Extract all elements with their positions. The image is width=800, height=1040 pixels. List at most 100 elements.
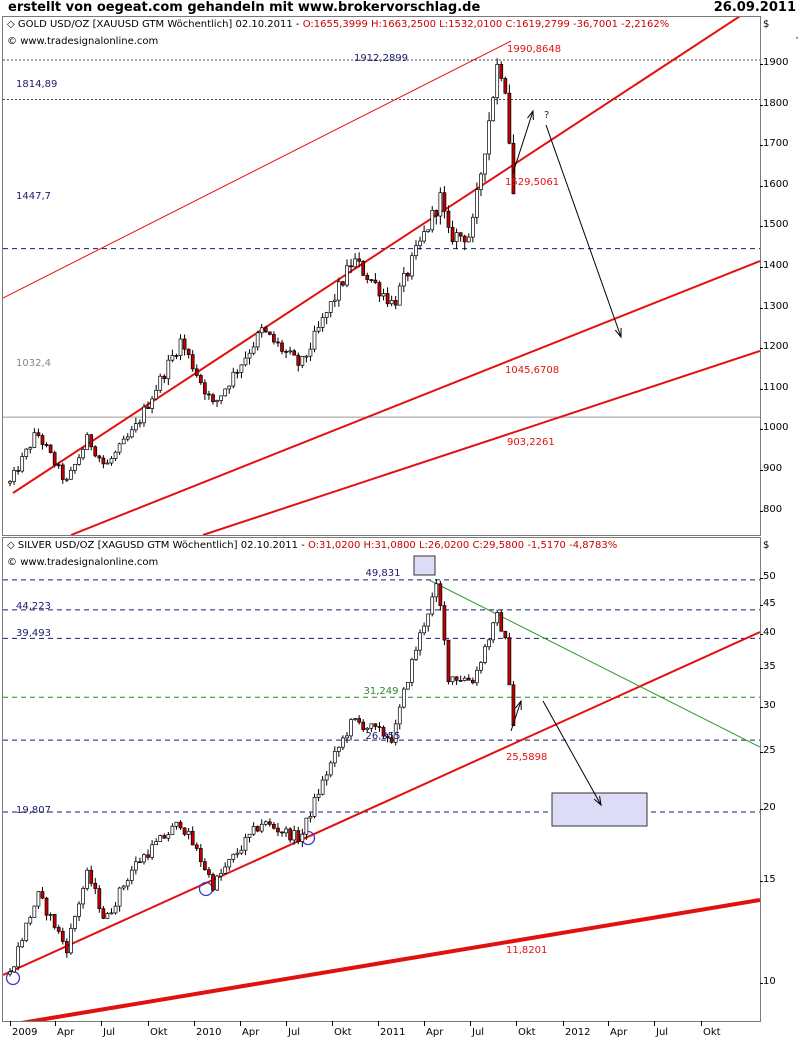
label-1045: 1045,6708	[505, 365, 559, 376]
candle-body	[158, 375, 163, 391]
candle-body	[113, 905, 118, 914]
long-term-trendline	[20, 898, 760, 1021]
candle-body	[385, 735, 390, 738]
candle-body	[353, 718, 357, 720]
candle-body	[97, 888, 102, 909]
question-mark: ?	[544, 110, 549, 121]
price-axis-tick-label: 45	[763, 597, 776, 609]
candle-body	[186, 830, 191, 835]
candle-body	[255, 332, 260, 348]
candle-body	[235, 852, 240, 855]
upper-channel-line	[3, 40, 512, 299]
candle-body	[365, 275, 370, 280]
candle-body	[142, 406, 146, 424]
price-axis-tick-label: 800	[763, 503, 783, 515]
candle-body	[475, 669, 479, 684]
candle-body	[259, 327, 264, 334]
silver-chart-canvas[interactable]: 49,831 44,223 39,493 31,249 26,355 25,5898 19,…	[3, 538, 760, 1021]
chart-header-date: 26.09.2011	[713, 0, 796, 15]
candle-body	[190, 354, 195, 370]
gold-price-axis: $ ʰ 1900 1800 1700 1600 1500 1400 1300 1200 1100…	[760, 16, 800, 534]
price-axis-tick-label: 1300	[763, 300, 789, 312]
candle-body	[373, 723, 378, 727]
candle-body	[125, 880, 130, 887]
candle-body	[377, 726, 382, 728]
candle-body	[101, 457, 106, 465]
candle-body	[93, 446, 98, 457]
price-axis-tick	[760, 104, 763, 106]
candle-body	[361, 260, 366, 276]
candle-body	[154, 841, 159, 846]
time-axis-label: Apr	[242, 1027, 260, 1038]
candle-body	[227, 385, 232, 390]
time-axis-label: 2009	[12, 1027, 38, 1038]
candle-body	[503, 78, 508, 94]
gold-chart-panel[interactable]: 1912,2899 1990,8648 1814,89 1447,7 1032,4 152…	[2, 16, 761, 536]
time-axis-label: Okt	[703, 1027, 721, 1038]
price-axis-tick	[760, 667, 763, 669]
candle-body	[495, 612, 500, 624]
candles	[8, 579, 516, 977]
candle-body	[207, 869, 211, 875]
candle-body	[483, 646, 487, 663]
candle-body	[211, 394, 215, 403]
time-axis-tick	[424, 1021, 425, 1026]
candle-body	[442, 605, 447, 641]
time-axis-label: 2011	[380, 1027, 406, 1038]
candle-body	[434, 583, 439, 598]
candle-body	[312, 797, 317, 817]
candle-body	[227, 859, 232, 868]
panel-marker-icon: ◇	[7, 540, 18, 551]
candle-body	[138, 422, 142, 425]
candle-body	[77, 903, 81, 917]
candle-body	[373, 279, 378, 283]
candle-body	[170, 825, 175, 835]
down-arrow-head	[593, 796, 602, 807]
silver-chart-panel[interactable]: 49,831 44,223 39,493 31,249 26,355 25,5898 19,…	[2, 537, 761, 1022]
candle-body	[345, 735, 349, 739]
gold-chart-canvas[interactable]: 1912,2899 1990,8648 1814,89 1447,7 1032,4 152…	[3, 17, 760, 535]
candle-body	[324, 312, 329, 318]
label-26: 26,355	[366, 731, 401, 742]
candle-body	[426, 613, 431, 627]
candle-body	[121, 438, 126, 445]
candle-body	[129, 429, 134, 438]
candle-body	[89, 869, 94, 884]
time-axis-label: Apr	[610, 1027, 628, 1038]
price-axis-tick	[760, 469, 763, 471]
candle-body	[284, 351, 288, 353]
time-axis-tick	[470, 1021, 471, 1026]
time-axis-label: Okt	[334, 1027, 352, 1038]
price-axis-tick	[760, 388, 763, 390]
candle-body	[422, 625, 426, 634]
candle-body	[117, 443, 122, 453]
candle-body	[288, 350, 292, 353]
candle-body	[142, 854, 146, 863]
candle-body	[487, 639, 491, 648]
time-axis: 2009 Apr Jul Okt 2010 Apr Jul Okt 2011 Apr Jul Okt 2…	[0, 1020, 800, 1040]
label-1814: 1814,89	[16, 79, 57, 90]
support-trendline	[3, 631, 760, 976]
candle-body	[24, 922, 29, 941]
target-box-top	[413, 555, 436, 576]
candle-body	[397, 706, 402, 725]
candle-body	[105, 462, 110, 465]
candle-body	[458, 680, 463, 682]
candle-body	[251, 346, 256, 354]
candle-body	[117, 887, 122, 907]
candle-body	[174, 821, 179, 827]
silver-title-text: SILVER USD/OZ [XAGUSD GTM Wöchentlich] 0…	[17, 540, 308, 551]
candle-body	[24, 448, 29, 457]
time-axis-tick	[332, 1021, 333, 1026]
candle-body	[410, 659, 414, 683]
price-axis-tick	[760, 510, 763, 512]
time-axis-tick	[378, 1021, 379, 1026]
label-19: 19,807	[16, 805, 51, 816]
candle-body	[466, 677, 471, 681]
chart-header-title: erstellt von oegeat.com gehandeln mit ww…	[8, 0, 481, 15]
candle-body	[462, 677, 467, 681]
axis-settings-icon: ʰ	[796, 36, 799, 43]
candle-body	[178, 338, 183, 356]
candle-body	[276, 341, 280, 344]
candle-body	[454, 232, 459, 242]
